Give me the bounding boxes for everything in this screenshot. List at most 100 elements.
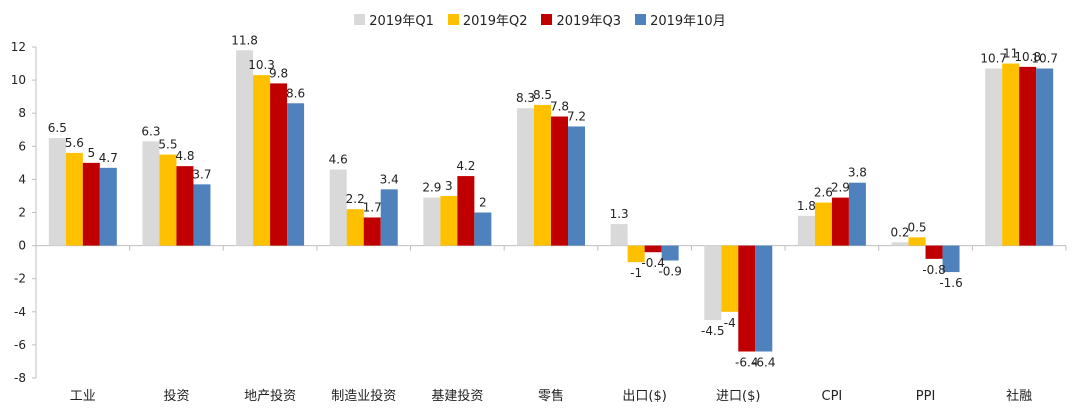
bar [534, 104, 551, 246]
legend-swatch-oct [635, 14, 647, 25]
bar [738, 245, 756, 352]
data-label: 0.5 [907, 220, 926, 234]
data-label: 10.3 [248, 58, 275, 72]
data-label: -1 [630, 266, 642, 280]
data-label: 8.3 [516, 91, 535, 105]
legend-item-oct: 2019年10月 [635, 10, 726, 29]
bar [270, 83, 288, 246]
data-label: 8.6 [286, 86, 305, 100]
bar [891, 242, 909, 246]
y-tick-label: -4 [14, 305, 26, 319]
data-label: 4.6 [329, 152, 348, 166]
data-label: 10.7 [980, 52, 1007, 66]
y-tick-label: 2 [18, 206, 26, 220]
x-tick-label: CPI [822, 389, 843, 404]
data-label: 3.4 [380, 172, 399, 186]
legend: 2019年Q1 2019年Q2 2019年Q3 2019年10月 [0, 10, 1080, 29]
data-label: -4 [724, 316, 736, 330]
legend-item-q2: 2019年Q2 [447, 10, 528, 29]
data-label: 7.8 [550, 100, 569, 114]
bar [704, 245, 722, 321]
data-label: 4.7 [99, 151, 118, 165]
x-tick-label: 制造业投资 [331, 388, 396, 404]
bar [65, 152, 83, 246]
bar [925, 245, 943, 259]
bar [644, 245, 662, 253]
data-label: 5.5 [158, 138, 177, 152]
y-tick-label: 4 [18, 172, 26, 186]
x-tick-label: 社融 [1006, 388, 1032, 404]
bar [159, 154, 177, 246]
data-label: 10.8 [1014, 50, 1041, 64]
bar [380, 189, 398, 246]
y-tick-label: 6 [18, 139, 26, 153]
legend-swatch-q1 [354, 14, 366, 25]
data-label: 10.7 [1031, 52, 1058, 66]
bar [329, 169, 347, 246]
x-tick-label: 进口($) [716, 389, 760, 404]
bar [721, 245, 739, 312]
bar [985, 68, 1003, 246]
bar [440, 195, 458, 246]
data-label: 8.5 [533, 88, 552, 102]
bar [82, 162, 100, 246]
data-label: -0.9 [658, 264, 681, 278]
bar [236, 50, 254, 246]
data-label: 2.9 [831, 181, 850, 195]
data-label: 5.6 [65, 136, 84, 150]
bar [457, 176, 475, 246]
bar [942, 245, 960, 273]
legend-label-q2: 2019年Q2 [462, 14, 528, 29]
bar [287, 103, 305, 246]
bar [610, 224, 628, 246]
bar [908, 237, 926, 246]
bar [1036, 68, 1054, 246]
bar [363, 217, 381, 246]
x-tick-label: 基建投资 [431, 388, 483, 404]
legend-label-q1: 2019年Q1 [369, 14, 434, 29]
x-tick-label: 工业 [70, 389, 96, 404]
data-label: -6.4 [752, 356, 775, 370]
bar [797, 215, 815, 246]
data-label: 4.8 [175, 149, 194, 163]
bar [814, 202, 832, 246]
bar [346, 209, 364, 246]
legend-label-oct: 2019年10月 [650, 14, 726, 29]
x-tick-label: PPI [916, 389, 936, 404]
data-label: 2.9 [422, 181, 441, 195]
bar [517, 108, 534, 246]
bar [627, 245, 645, 263]
data-label: 1.7 [363, 200, 382, 214]
data-label: 1.3 [610, 207, 629, 221]
data-label: 1.8 [797, 199, 816, 213]
bar [661, 245, 679, 261]
y-tick-label: 12 [11, 40, 26, 54]
data-label: 2.6 [814, 186, 833, 200]
data-label: 0.2 [890, 225, 909, 239]
data-label: 2.2 [346, 192, 365, 206]
y-tick-label: -6 [14, 338, 26, 352]
data-label: 4.2 [456, 159, 475, 173]
x-tick-label: 零售 [538, 388, 564, 404]
legend-item-q3: 2019年Q3 [541, 10, 621, 29]
bar [99, 167, 117, 246]
legend-swatch-q2 [447, 14, 459, 25]
x-tick-label: 地产投资 [244, 388, 296, 404]
data-label: 9.8 [269, 66, 288, 80]
legend-item-q1: 2019年Q1 [354, 10, 434, 29]
y-tick-label: -8 [14, 371, 26, 385]
bar [551, 116, 568, 246]
data-label: 5 [87, 146, 95, 160]
bar [423, 197, 441, 246]
x-tick-label: 投资 [163, 388, 189, 404]
bar [568, 126, 585, 246]
bar [848, 182, 866, 246]
data-label: 3 [445, 179, 453, 193]
y-tick-label: 10 [11, 73, 26, 87]
data-label: -0.8 [922, 263, 945, 277]
data-label: 2 [479, 196, 487, 210]
data-label: 3.8 [848, 166, 867, 180]
data-label: -4.5 [701, 324, 724, 338]
